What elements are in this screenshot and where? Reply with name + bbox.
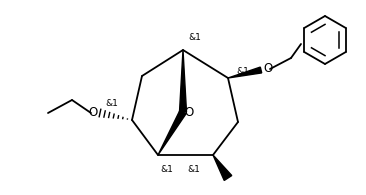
Text: &1: &1	[236, 67, 249, 76]
Polygon shape	[213, 155, 232, 180]
Polygon shape	[228, 67, 262, 78]
Text: O: O	[184, 106, 194, 120]
Text: O: O	[263, 63, 272, 75]
Text: &1: &1	[187, 165, 200, 174]
Text: &1: &1	[105, 99, 118, 108]
Polygon shape	[158, 110, 186, 155]
Text: &1: &1	[160, 165, 173, 174]
Polygon shape	[179, 50, 187, 112]
Text: &1: &1	[188, 33, 201, 42]
Text: O: O	[89, 106, 98, 120]
